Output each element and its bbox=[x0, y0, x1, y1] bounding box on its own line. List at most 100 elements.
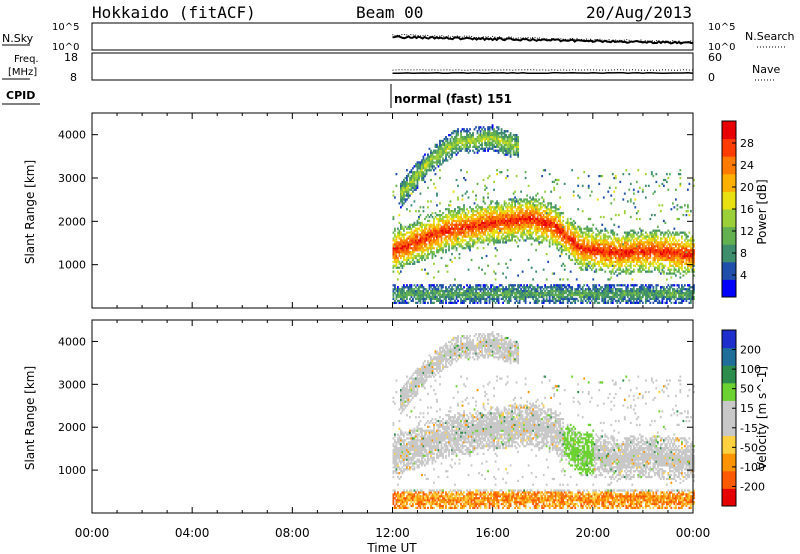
power-cell bbox=[424, 227, 426, 230]
power-cell bbox=[496, 249, 498, 252]
power-cell bbox=[464, 135, 467, 139]
nave-tick-bottom: 0 bbox=[708, 71, 715, 84]
power-cell bbox=[451, 286, 453, 289]
power-cell bbox=[628, 290, 631, 293]
power-cell bbox=[442, 212, 444, 215]
power-cell bbox=[634, 254, 637, 258]
power-cell bbox=[575, 249, 578, 252]
power-cell bbox=[509, 221, 512, 225]
power-cell bbox=[541, 301, 544, 304]
power-cell bbox=[416, 295, 419, 299]
power-cell bbox=[526, 194, 529, 197]
power-cell bbox=[604, 229, 607, 232]
power-cell bbox=[635, 217, 638, 221]
power-cell bbox=[547, 223, 550, 226]
power-cell bbox=[500, 213, 503, 217]
power-cell bbox=[569, 245, 572, 248]
power-cell bbox=[497, 137, 500, 141]
power-cell bbox=[403, 301, 405, 304]
power-cell bbox=[502, 219, 504, 223]
power-cell bbox=[494, 149, 497, 152]
power-cell bbox=[577, 256, 580, 260]
power-cell bbox=[437, 217, 440, 221]
power-cell bbox=[418, 286, 420, 289]
power-cell bbox=[527, 208, 530, 211]
power-cell bbox=[580, 268, 583, 271]
power-cell bbox=[419, 293, 422, 297]
power-cell bbox=[436, 297, 438, 301]
power-cell bbox=[392, 295, 395, 299]
power-cell bbox=[472, 227, 474, 230]
power-cell bbox=[578, 235, 581, 238]
power-cell bbox=[544, 206, 547, 209]
power-cell bbox=[464, 291, 467, 295]
power-cell bbox=[514, 202, 517, 205]
freq-panel-frame bbox=[91, 52, 694, 81]
power-cell bbox=[583, 254, 586, 258]
power-cell bbox=[494, 219, 497, 223]
power-cell bbox=[494, 202, 497, 205]
power-cell bbox=[514, 204, 517, 207]
power-cell bbox=[559, 295, 562, 299]
power-cell bbox=[530, 237, 533, 240]
power-cell bbox=[431, 245, 434, 248]
power-cell bbox=[617, 272, 620, 275]
power-cell bbox=[482, 134, 485, 137]
power-cell bbox=[613, 295, 616, 299]
power-cell bbox=[469, 128, 471, 131]
power-cell bbox=[449, 301, 452, 304]
power-cell bbox=[394, 251, 396, 254]
power-cell bbox=[418, 217, 420, 221]
power-cell bbox=[644, 237, 647, 240]
power-cell bbox=[584, 268, 587, 271]
power-cell bbox=[556, 286, 559, 289]
power-cell bbox=[494, 212, 497, 215]
power-cell bbox=[416, 233, 419, 236]
power-cell bbox=[394, 254, 396, 258]
power-cell bbox=[493, 188, 495, 191]
power-cell bbox=[445, 290, 447, 293]
power-cell bbox=[557, 299, 560, 303]
power-cell bbox=[611, 291, 614, 295]
power-cell bbox=[466, 293, 468, 297]
power-cell bbox=[526, 215, 529, 219]
power-cell bbox=[397, 231, 399, 234]
power-cell bbox=[401, 196, 404, 199]
power-cell bbox=[458, 243, 461, 246]
power-cell bbox=[599, 293, 602, 297]
power-cell bbox=[580, 229, 583, 232]
power-cell bbox=[596, 291, 599, 295]
power-cell bbox=[437, 145, 440, 148]
power-cell bbox=[604, 288, 607, 291]
power-cell bbox=[437, 291, 440, 295]
power-cell bbox=[590, 251, 593, 254]
power-cell bbox=[518, 297, 521, 301]
power-cell bbox=[607, 266, 610, 269]
power-cell bbox=[437, 245, 440, 248]
power-cell bbox=[515, 291, 518, 295]
power-cell bbox=[514, 229, 517, 232]
power-cell bbox=[493, 233, 495, 236]
power-cell bbox=[473, 221, 476, 225]
power-cell bbox=[428, 241, 431, 244]
power-cell bbox=[419, 291, 422, 295]
power-cell bbox=[403, 291, 405, 295]
power-cell bbox=[436, 151, 438, 154]
power-cell bbox=[583, 251, 586, 254]
power-cell bbox=[554, 227, 557, 230]
power-cell bbox=[455, 297, 458, 301]
power-cell bbox=[443, 149, 446, 152]
power-cell bbox=[436, 249, 438, 252]
power-cell bbox=[592, 245, 595, 248]
power-cell bbox=[568, 293, 571, 297]
power-cell bbox=[578, 295, 581, 299]
power-cell bbox=[418, 291, 420, 295]
power-cell bbox=[398, 252, 401, 256]
power-cell bbox=[553, 241, 556, 244]
power-cell bbox=[611, 290, 614, 293]
power-cell bbox=[610, 290, 613, 293]
power-cell bbox=[503, 210, 506, 213]
power-cell bbox=[400, 231, 402, 234]
power-cell bbox=[473, 151, 476, 154]
power-cell bbox=[427, 169, 429, 172]
